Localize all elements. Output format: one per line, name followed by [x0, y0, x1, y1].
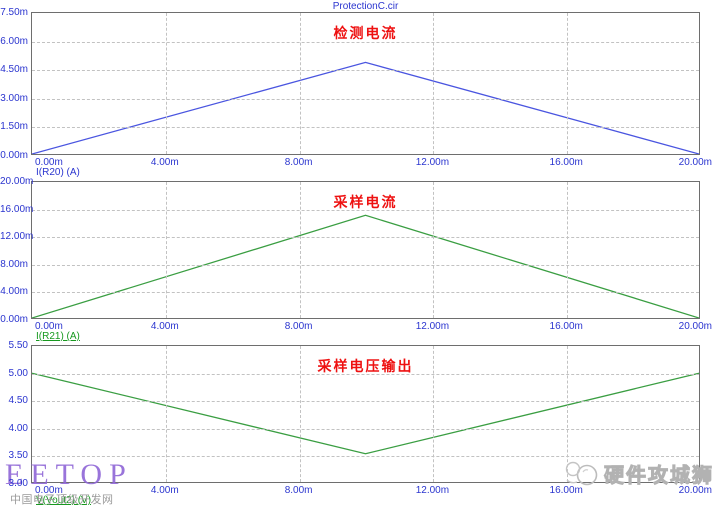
x-tick-label: 8.00m	[284, 157, 313, 168]
x-tick-label: 16.00m	[549, 157, 583, 168]
y-tick-label: 5.00	[8, 367, 28, 379]
chart-title: 检测电流	[333, 25, 398, 41]
h-gridline	[32, 401, 699, 403]
y-tick-label: 4.00m	[0, 286, 28, 298]
v-gridline	[165, 346, 167, 482]
x-tick-label: 16.00m	[549, 321, 583, 332]
file-title: ProtectionC.cir	[332, 1, 399, 12]
x-tick-label: 16.00m	[549, 485, 583, 496]
brand-watermark-text: 硬件攻城狮	[604, 465, 714, 488]
signal-curve-I(R20)	[32, 61, 699, 154]
v-gridline	[299, 13, 301, 154]
x-tick-label: 4.00m	[150, 485, 179, 496]
x-tick-label: 4.00m	[150, 157, 179, 168]
h-gridline	[32, 41, 699, 43]
h-gridline	[32, 428, 699, 430]
magnifier-lion-icon	[565, 461, 598, 485]
v-gridline	[567, 13, 569, 154]
h-gridline	[32, 127, 699, 129]
chart-canvas	[32, 372, 699, 455]
h-gridline	[32, 209, 699, 211]
v-gridline	[165, 13, 167, 154]
signal-curve-I(R21)	[32, 214, 699, 318]
x-tick-label: 0.00m	[35, 157, 63, 168]
y-tick-label: 20.00m	[0, 176, 34, 187]
chart-canvas	[32, 61, 699, 154]
y-tick-label: 6.00m	[0, 35, 28, 47]
y-tick-label: 3.50	[8, 450, 28, 462]
h-gridline	[32, 264, 699, 266]
x-tick-label: 8.00m	[284, 321, 313, 332]
chart-panel-sample-current	[31, 181, 700, 319]
y-tick-label: 3.00m	[0, 92, 28, 104]
x-tick-label: 8.00m	[284, 485, 313, 496]
chart-title: 采样电压输出	[317, 358, 414, 374]
h-gridline	[32, 456, 699, 458]
y-tick-label: 7.50m	[0, 7, 28, 18]
h-gridline	[32, 292, 699, 294]
y-tick-label: 12.00m	[0, 231, 34, 243]
y-tick-label: 1.50m	[0, 121, 28, 133]
x-tick-label: 0.00m	[35, 485, 63, 496]
v-gridline	[433, 182, 435, 318]
x-tick-label: 20.00m	[678, 321, 712, 332]
v-gridline	[433, 13, 435, 154]
x-tick-label: 4.00m	[150, 321, 179, 332]
eetop-watermark: EETOP	[5, 458, 133, 491]
v-gridline	[433, 346, 435, 482]
y-tick-label: 4.00	[8, 422, 28, 434]
brand-watermark: 硬件攻城狮	[563, 459, 714, 488]
h-gridline	[32, 70, 699, 72]
eetop-watermark-subtitle: 中国电子顶级开发网	[10, 494, 114, 506]
h-gridline	[32, 98, 699, 100]
x-tick-label: 0.00m	[35, 321, 63, 332]
v-gridline	[299, 182, 301, 318]
h-gridline	[32, 237, 699, 239]
y-tick-label: 8.00m	[0, 258, 28, 270]
curve-label: I(R21) (A)	[36, 331, 80, 342]
y-tick-label: 4.50	[8, 395, 28, 407]
y-tick-label: 4.50m	[0, 64, 28, 76]
chart-title: 采样电流	[333, 194, 398, 210]
x-tick-label: 12.00m	[415, 321, 450, 332]
x-tick-label: 20.00m	[678, 157, 712, 168]
y-tick-label: 16.00m	[0, 203, 34, 215]
v-gridline	[567, 346, 569, 482]
x-tick-label: 20.00m	[678, 485, 712, 496]
x-tick-label: 12.00m	[415, 485, 450, 496]
chart-panel-sample-voltage	[31, 345, 700, 483]
chart-canvas	[32, 214, 699, 318]
y-tick-label: 5.50	[8, 340, 28, 351]
signal-curve-V(Vout2)	[32, 372, 699, 455]
curve-label: I(R20) (A)	[36, 167, 80, 178]
v-gridline	[165, 182, 167, 318]
v-gridline	[567, 182, 569, 318]
y-tick-label: 0.00m	[0, 150, 28, 161]
curve-label: V(Vout2) (V)	[36, 495, 92, 506]
y-tick-label: 3.00	[8, 478, 28, 489]
y-tick-label: 0.00m	[0, 314, 28, 325]
x-tick-label: 12.00m	[415, 157, 450, 168]
v-gridline	[299, 346, 301, 482]
h-gridline	[32, 373, 699, 375]
chart-panel-detect-current	[31, 12, 700, 155]
